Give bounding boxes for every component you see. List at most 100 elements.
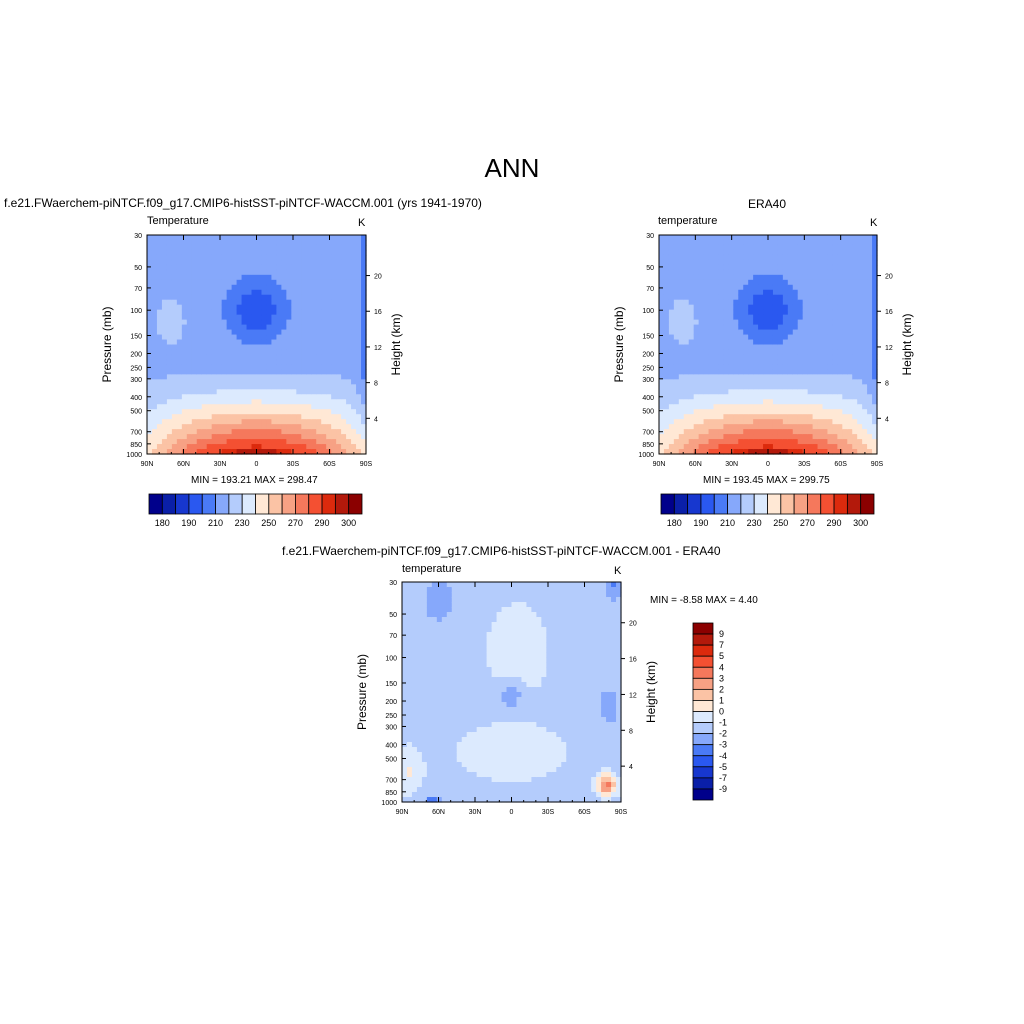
obs-contour-cell xyxy=(822,354,829,361)
diff-contour-cell xyxy=(481,602,488,608)
model-contour-cell xyxy=(221,329,228,336)
model-contour-cell xyxy=(281,299,287,306)
model-contour-cell xyxy=(166,294,173,301)
obs-contour-cell xyxy=(792,424,799,430)
model-contour-cell xyxy=(231,289,238,296)
model-contour-cell xyxy=(276,314,282,321)
model-contour-cell xyxy=(226,264,233,271)
model-contour-cell xyxy=(311,394,317,400)
obs-contour-cell xyxy=(847,259,853,266)
model-contour-cell xyxy=(231,419,238,425)
diff-contour-cell xyxy=(471,622,478,628)
model-contour-cell xyxy=(271,379,278,385)
obs-contour-cell xyxy=(777,374,784,380)
model-contour-cell xyxy=(221,344,228,351)
model-contour-cell xyxy=(196,424,203,430)
diff-contour-cell xyxy=(441,797,448,803)
diff-contour-cell xyxy=(411,712,418,718)
obs-contour-cell xyxy=(862,329,868,336)
obs-contour-cell xyxy=(822,264,829,271)
obs-contour-cell xyxy=(683,404,690,410)
obs-contour-cell xyxy=(797,399,804,405)
obs-contour-cell xyxy=(763,254,769,261)
model-contour-cell xyxy=(181,294,188,301)
obs-contour-cell xyxy=(872,249,878,256)
model-contour-cell xyxy=(216,279,223,286)
model-contour-cell xyxy=(166,309,173,316)
obs-contour-cell xyxy=(718,409,724,415)
model-contour-cell xyxy=(256,284,263,291)
model-contour-cell xyxy=(241,269,248,276)
obs-contour-cell xyxy=(777,404,784,410)
model-contour-cell xyxy=(186,404,193,410)
obs-contour-cell xyxy=(703,359,710,366)
model-contour-cell xyxy=(311,314,317,321)
obs-contour-cell xyxy=(703,439,710,445)
model-contour-cell xyxy=(261,359,268,366)
diff-contour-cell xyxy=(441,622,448,628)
diff-contour-cell xyxy=(456,792,463,798)
model-contour-cell xyxy=(161,419,168,425)
obs-contour-cell xyxy=(698,364,705,370)
diff-contour-cell xyxy=(501,757,508,763)
obs-contour-cell xyxy=(782,369,789,375)
diff-contour-cell xyxy=(426,632,433,638)
model-contour-cell xyxy=(246,314,253,321)
obs-contour-cell xyxy=(713,339,720,346)
obs-contour-cell xyxy=(847,404,853,410)
obs-contour-cell xyxy=(688,235,695,241)
obs-contour-cell xyxy=(852,384,858,390)
model-contour-cell xyxy=(191,374,198,380)
model-contour-cell xyxy=(206,279,213,286)
obs-contour-cell xyxy=(777,369,784,375)
diff-contour-cell xyxy=(481,752,488,758)
obs-contour-cell xyxy=(792,379,799,385)
obs-contour-cell xyxy=(748,269,754,276)
model-contour-cell xyxy=(341,279,347,286)
obs-contour-cell xyxy=(852,414,858,420)
model-contour-cell xyxy=(216,364,223,370)
obs-contour-cell xyxy=(872,289,878,296)
obs-contour-cell xyxy=(743,299,749,306)
obs-contour-cell xyxy=(817,249,824,256)
model-contour-cell xyxy=(236,264,243,271)
model-contour-cell xyxy=(256,349,263,356)
model-contour-cell xyxy=(331,444,337,450)
diff-contour-cell xyxy=(476,772,483,778)
model-contour-cell xyxy=(311,259,317,266)
model-contour-cell xyxy=(241,359,248,366)
obs-contour-cell xyxy=(683,354,690,361)
obs-contour-cell xyxy=(867,264,873,271)
obs-contour-cell xyxy=(807,334,814,341)
model-contour-cell xyxy=(246,329,253,336)
model-contour-cell xyxy=(196,389,203,395)
model-contour-cell xyxy=(191,404,198,410)
diff-contour-cell xyxy=(436,777,443,783)
diff-contour-cell xyxy=(451,597,458,603)
diff-contour-cell xyxy=(461,637,468,643)
obs-contour-cell xyxy=(738,429,744,435)
diff-contour-cell xyxy=(486,682,493,688)
model-contour-cell xyxy=(301,394,307,400)
diff-contour-cell xyxy=(496,677,503,683)
model-contour-cell xyxy=(196,304,203,311)
diff-contour-cell xyxy=(481,747,488,753)
model-contour-cell xyxy=(236,384,243,390)
obs-contour-cell xyxy=(812,244,819,251)
model-contour-cell xyxy=(147,299,153,306)
obs-contour-cell xyxy=(822,349,829,356)
model-contour-cell xyxy=(176,384,183,390)
obs-contour-cell xyxy=(817,394,824,400)
model-contour-cell xyxy=(336,354,342,361)
obs-contour-cell xyxy=(713,389,720,395)
obs-contour-cell xyxy=(827,314,833,321)
model-contour-cell xyxy=(246,354,253,361)
obs-contour-cell xyxy=(872,369,878,375)
obs-contour-cell xyxy=(842,354,848,361)
obs-contour-cell xyxy=(822,279,829,286)
model-contour-cell xyxy=(236,239,243,246)
diff-contour-cell xyxy=(421,707,428,713)
diff-contour-cell xyxy=(491,792,498,798)
diff-contour-cell xyxy=(411,677,418,683)
obs-contour-cell xyxy=(743,414,749,420)
